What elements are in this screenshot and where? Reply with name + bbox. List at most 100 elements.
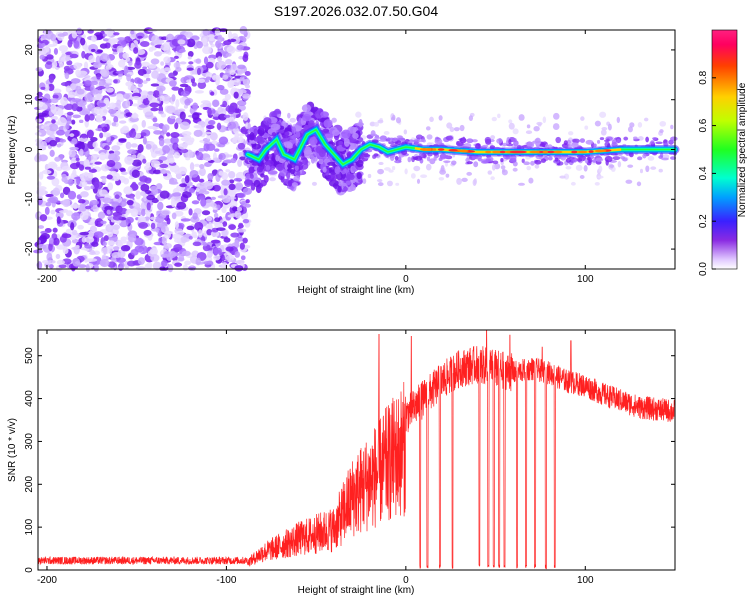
noise-blob: [184, 260, 192, 266]
noise-blob: [38, 154, 48, 162]
scatter-blob: [404, 168, 408, 175]
noise-blob: [87, 172, 94, 179]
noise-blob: [111, 145, 121, 151]
carrier-halo-blob: [661, 157, 669, 161]
noise-blob: [221, 179, 231, 186]
noise-blob: [236, 207, 243, 212]
carrier-halo-blob: [413, 139, 420, 145]
signal-blob: [343, 186, 348, 192]
carrier-halo-blob: [668, 140, 675, 144]
noise-blob: [150, 58, 160, 65]
carrier-halo-blob: [532, 140, 537, 144]
noise-blob: [111, 122, 117, 127]
scatter-blob: [376, 179, 383, 183]
noise-blob: [37, 51, 45, 55]
carrier-hot-spot: [448, 148, 458, 152]
noise-blob: [106, 209, 111, 215]
noise-blob: [176, 201, 187, 210]
noise-blob: [147, 94, 153, 102]
noise-blob: [126, 199, 134, 206]
noise-blob: [49, 139, 58, 147]
scatter-blob: [439, 169, 447, 175]
noise-blob: [131, 113, 139, 119]
noise-blob: [53, 237, 60, 246]
noise-blob: [210, 91, 215, 96]
carrier-halo-blob: [390, 154, 395, 162]
noise-blob: [239, 156, 246, 161]
noise-blob: [71, 229, 78, 236]
noise-blob: [220, 254, 225, 262]
noise-blob: [143, 73, 150, 78]
noise-blob: [37, 225, 45, 229]
signal-blob: [253, 179, 261, 188]
scatter-blob: [377, 119, 384, 124]
noise-blob: [141, 119, 146, 128]
noise-blob: [213, 212, 219, 219]
noise-blob: [163, 242, 172, 249]
noise-blob: [51, 177, 60, 187]
noise-blob: [168, 181, 179, 185]
scatter-blob: [627, 164, 634, 168]
noise-blob: [112, 214, 123, 221]
noise-blob: [79, 211, 89, 221]
scatter-blob: [269, 177, 276, 182]
noise-blob: [84, 93, 93, 103]
noise-blob: [201, 37, 208, 46]
spectrogram-x-label: Height of straight line (km): [298, 285, 415, 296]
noise-blob: [144, 177, 152, 184]
noise-blob: [150, 254, 160, 262]
noise-blob: [188, 61, 194, 65]
carrier-halo-blob: [415, 134, 423, 140]
noise-blob: [173, 61, 181, 69]
signal-blob: [263, 117, 272, 126]
noise-blob: [137, 215, 146, 224]
scatter-blob: [490, 176, 495, 181]
noise-blob: [184, 139, 194, 146]
noise-blob: [198, 178, 205, 183]
noise-blob: [194, 163, 200, 167]
signal-blob: [256, 166, 264, 173]
scatter-blob: [568, 131, 574, 136]
carrier-hot-spot: [572, 150, 578, 154]
noise-blob: [242, 54, 249, 63]
noise-blob: [118, 59, 126, 68]
scatter-blob: [636, 181, 642, 187]
noise-blob: [118, 51, 124, 60]
noise-blob: [196, 182, 206, 190]
noise-blob: [103, 97, 110, 106]
noise-blob: [223, 188, 228, 196]
noise-blob: [214, 148, 220, 152]
noise-blob: [221, 229, 228, 237]
noise-blob: [104, 84, 110, 90]
noise-blob: [71, 103, 79, 112]
signal-blob: [302, 159, 309, 165]
noise-blob: [84, 236, 95, 243]
noise-blob: [210, 230, 220, 238]
noise-blob: [178, 143, 188, 150]
noise-blob: [222, 159, 233, 164]
carrier-halo-blob: [462, 136, 466, 143]
signal-blob: [286, 171, 291, 179]
noise-blob: [36, 239, 41, 244]
noise-blob: [197, 78, 206, 84]
snr-y-label: SNR (10 * v/v): [7, 418, 18, 482]
noise-blob: [123, 186, 133, 195]
noise-blob: [166, 254, 173, 261]
scatter-blob: [377, 182, 384, 187]
scatter-blob: [438, 177, 445, 181]
noise-blob: [235, 182, 244, 191]
noise-blob: [52, 187, 61, 197]
noise-blob: [68, 148, 77, 158]
noise-blob: [172, 142, 179, 151]
noise-blob: [159, 190, 170, 199]
scatter-blob: [598, 165, 603, 173]
noise-blob: [173, 243, 183, 251]
noise-blob: [170, 132, 180, 138]
carrier-halo-blob: [576, 157, 583, 162]
carrier-halo-blob: [388, 141, 395, 145]
noise-blob: [227, 121, 237, 130]
snr-line: [37, 329, 676, 570]
noise-blob: [172, 192, 182, 197]
noise-blob: [189, 170, 199, 178]
carrier-halo-blob: [658, 155, 664, 159]
